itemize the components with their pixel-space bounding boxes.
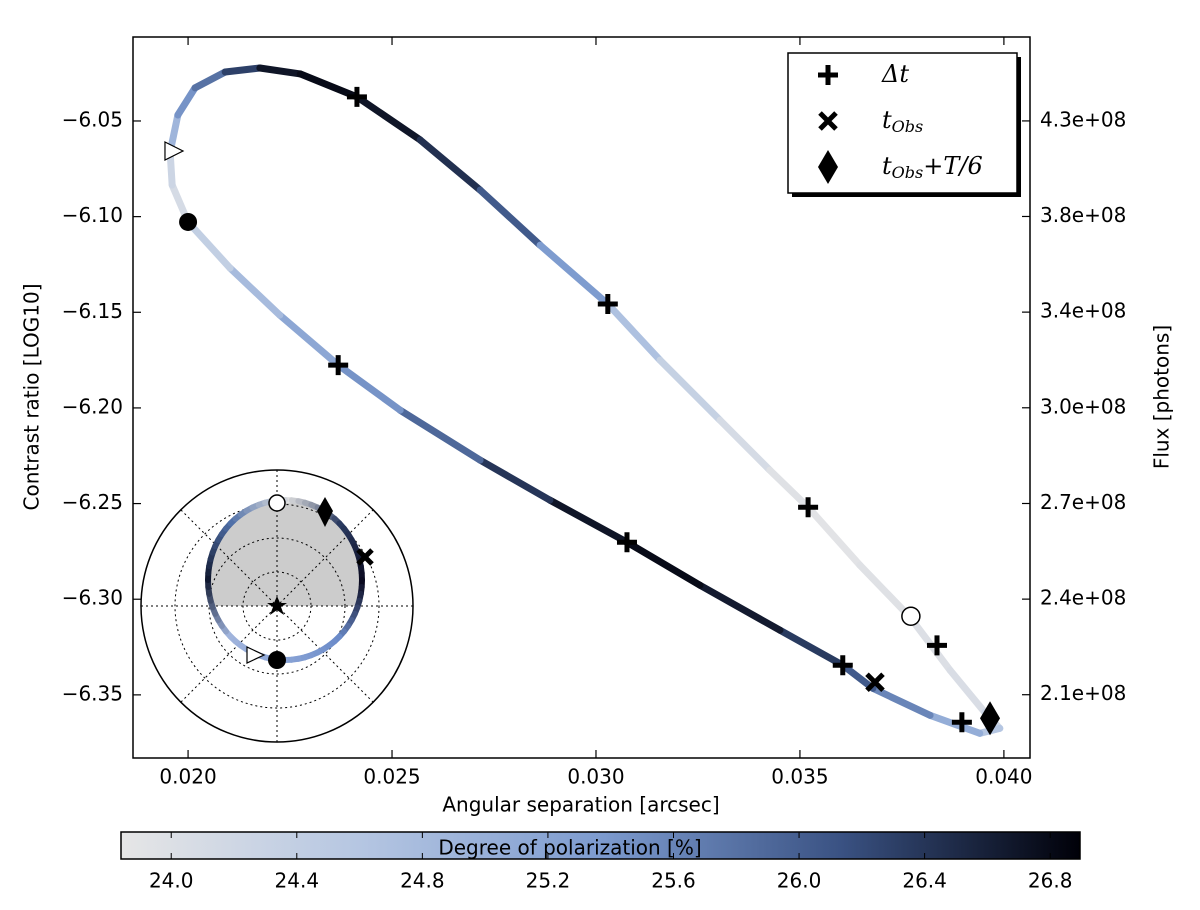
legend-label-part: t <box>882 152 892 180</box>
colorbar-tick-label: 26.8 <box>1028 869 1073 893</box>
inset-marker <box>269 495 285 511</box>
x-tick-label: 0.040 <box>975 765 1032 789</box>
y2-tick-label: 3.8e+08 <box>1040 203 1126 227</box>
y-tick-label: −6.25 <box>62 490 123 514</box>
x-tick-label: 0.025 <box>363 765 420 789</box>
colorbar-tick-label: 24.0 <box>149 869 194 893</box>
colorbar-tick-label: 24.8 <box>400 869 445 893</box>
colorbar-tick-label: 25.2 <box>526 869 571 893</box>
inset-marker <box>268 651 286 669</box>
y-tick-label: −6.10 <box>62 203 123 227</box>
x-tick-label: 0.020 <box>159 765 216 789</box>
y-tick-label: −6.35 <box>62 681 123 705</box>
inset <box>141 470 413 742</box>
legend-label-part: Δt <box>881 60 909 88</box>
colorbar-tick-label: 26.4 <box>902 869 947 893</box>
legend-label: Δt <box>881 60 909 88</box>
colorbar-tick-label: 25.6 <box>651 869 696 893</box>
x-axis-label: Angular separation [arcsec] <box>442 793 719 817</box>
y2-tick-label: 4.3e+08 <box>1040 107 1126 131</box>
y-tick-label: −6.30 <box>62 586 123 610</box>
y2-tick-label: 2.1e+08 <box>1040 681 1126 705</box>
legend-label-part: +T/6 <box>923 152 982 180</box>
y-axis-label: Contrast ratio [LOG10] <box>20 283 44 510</box>
legend-label-part: Obs <box>892 163 924 182</box>
colorbar-tick-label: 26.0 <box>777 869 822 893</box>
legend-label-part: t <box>882 106 892 134</box>
y-tick-label: −6.15 <box>62 299 123 323</box>
y2-tick-label: 3.4e+08 <box>1040 299 1126 323</box>
marker-filled-circle <box>179 213 197 231</box>
x-tick-label: 0.035 <box>771 765 828 789</box>
legend-label-part: Obs <box>892 117 924 136</box>
curve-segment <box>225 68 260 72</box>
y-tick-label: −6.20 <box>62 394 123 418</box>
y2-tick-label: 3.0e+08 <box>1040 394 1126 418</box>
marker-open-circle <box>902 607 920 625</box>
x-tick-label: 0.030 <box>567 765 624 789</box>
y2-axis-label: Flux [photons] <box>1150 325 1174 469</box>
colorbar-tick-label: 24.4 <box>275 869 320 893</box>
y2-tick-label: 2.7e+08 <box>1040 490 1126 514</box>
y-tick-label: −6.05 <box>62 107 123 131</box>
y2-tick-label: 2.4e+08 <box>1040 586 1126 610</box>
colorbar-label: Degree of polarization [%] <box>438 836 701 860</box>
